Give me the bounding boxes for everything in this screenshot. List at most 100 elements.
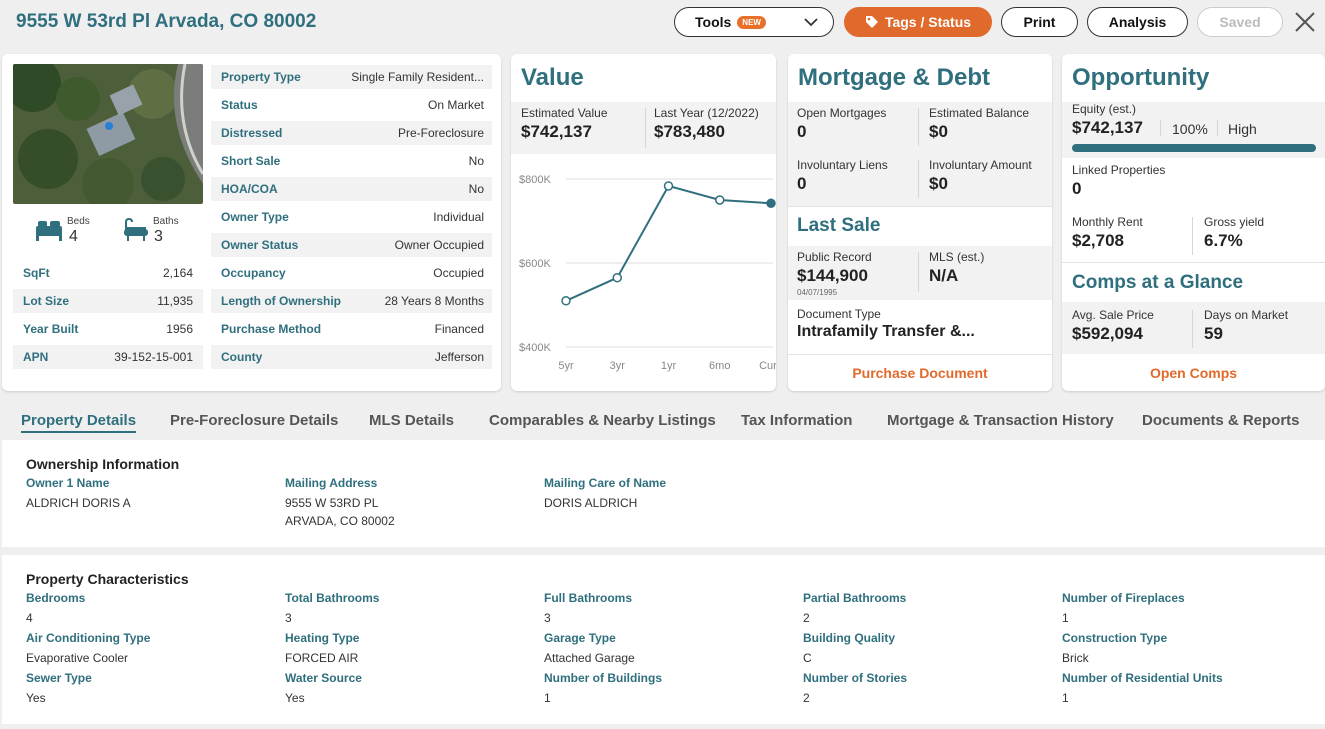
prop-county: County Jefferson xyxy=(211,345,492,369)
document-type-value: Intrafamily Transfer &... xyxy=(797,323,975,340)
linked-properties-value: 0 xyxy=(1072,179,1082,198)
char-number-of-buildings-label: Number of Buildings xyxy=(544,671,662,685)
value-series-line xyxy=(565,184,772,302)
tab-property-details[interactable]: Property Details xyxy=(21,412,137,433)
saved-button[interactable]: Saved xyxy=(1197,7,1283,37)
mailing-address-line2: ARVADA, CO 80002 xyxy=(285,514,395,528)
public-record-value: $144,900 xyxy=(797,266,868,285)
owner-name-value: ALDRICH DORIS A xyxy=(26,496,131,510)
tags-status-label: Tags / Status xyxy=(884,14,972,30)
mortgage-divider-1 xyxy=(918,108,919,146)
involuntary-liens-value: 0 xyxy=(797,174,807,193)
equity-label: Equity (est.) xyxy=(1072,102,1137,116)
monthly-rent-value: $2,708 xyxy=(1072,231,1124,250)
char-number-of-buildings-value: 1 xyxy=(544,691,551,705)
chart-xtick-label: 3yr xyxy=(610,360,626,372)
char-air-conditioning-type-value: Evaporative Cooler xyxy=(26,651,129,665)
opportunity-card: Opportunity Equity (est.) $742,137 100% … xyxy=(1062,54,1325,391)
characteristics-title: Property Characteristics xyxy=(26,571,189,587)
chart-ytick-label: $400K xyxy=(519,342,551,354)
equity-progress-bar xyxy=(1072,144,1316,152)
char-heating-type-label: Heating Type xyxy=(285,631,360,645)
mortgage-divider-2 xyxy=(918,160,919,198)
stat-year-built: Year Built 1956 xyxy=(23,322,193,336)
mortgage-hdivider-2 xyxy=(788,354,1052,355)
bed-icon xyxy=(36,221,62,241)
value-title: Value xyxy=(521,64,584,91)
baths-value: 3 xyxy=(154,228,163,245)
value-band xyxy=(511,102,776,154)
char-air-conditioning-type-label: Air Conditioning Type xyxy=(26,631,151,645)
estimated-balance-value: $0 xyxy=(929,122,948,141)
gross-yield-label: Gross yield xyxy=(1204,215,1265,229)
mortgage-band xyxy=(788,102,1052,206)
opportunity-hdivider xyxy=(1062,262,1325,263)
beds-label: Beds xyxy=(67,216,90,227)
last-year-value: $783,480 xyxy=(654,122,725,141)
comps-title: Comps at a Glance xyxy=(1072,272,1244,293)
char-number-of-stories-label: Number of Stories xyxy=(803,671,908,685)
chart-xtick-label: 6mo xyxy=(709,360,730,372)
bed-bath-summary: Beds 4 Baths 3 xyxy=(13,212,203,312)
document-type-label: Document Type xyxy=(797,307,881,321)
char-partial-bathrooms-label: Partial Bathrooms xyxy=(803,591,907,605)
chart-point[interactable] xyxy=(715,195,725,205)
mortgage-divider-3 xyxy=(918,252,919,292)
comps-band xyxy=(1062,302,1325,354)
header-bar: 9555 W 53rd Pl Arvada, CO 80002 Tools NE… xyxy=(0,0,1325,46)
char-bedrooms-value: 4 xyxy=(26,611,33,625)
chart-point[interactable] xyxy=(663,181,674,191)
stat-apn: APN 39-152-15-001 xyxy=(13,345,203,369)
chevron-down-icon xyxy=(804,18,818,27)
mortgage-title: Mortgage & Debt xyxy=(798,64,990,91)
rent-divider xyxy=(1192,217,1193,255)
tab-comparables[interactable]: Comparables & Nearby Listings xyxy=(489,412,716,429)
char-construction-type-label: Construction Type xyxy=(1062,631,1168,645)
prop-owner-status: Owner Status Owner Occupied xyxy=(211,233,492,257)
prop-occupancy: Occupancy Occupied xyxy=(221,266,484,280)
involuntary-amount-label: Involuntary Amount xyxy=(929,158,1032,172)
characteristics-section: Property Characteristics Bedrooms 4 Total … xyxy=(2,555,1325,724)
prop-short-sale: Short Sale No xyxy=(221,154,484,168)
tags-status-button[interactable]: Tags / Status xyxy=(844,7,992,37)
print-button[interactable]: Print xyxy=(1001,7,1078,37)
tab-mortgage-history[interactable]: Mortgage & Transaction History xyxy=(887,412,1114,429)
last-sale-band xyxy=(788,246,1052,300)
public-record-date: 04/07/1995 xyxy=(797,288,838,297)
gross-yield-value: 6.7% xyxy=(1204,231,1243,250)
chart-point[interactable] xyxy=(612,272,622,283)
aerial-photo[interactable] xyxy=(13,64,203,204)
prop-hoa-coa: HOA/COA No xyxy=(211,177,492,201)
char-water-source-label: Water Source xyxy=(285,671,362,685)
char-bedrooms-label: Bedrooms xyxy=(26,591,86,605)
estimated-value: $742,137 xyxy=(521,122,592,141)
char-building-quality-label: Building Quality xyxy=(803,631,895,645)
last-year-label: Last Year (12/2022) xyxy=(654,106,759,120)
purchase-document-link[interactable]: Purchase Document xyxy=(852,365,988,381)
char-garage-type-value: Attached Garage xyxy=(544,651,635,665)
mls-est-label: MLS (est.) xyxy=(929,250,985,264)
tab-pre-foreclosure-details[interactable]: Pre-Foreclosure Details xyxy=(170,412,339,429)
tab-documents-reports[interactable]: Documents & Reports xyxy=(1142,412,1300,429)
open-comps-link[interactable]: Open Comps xyxy=(1149,365,1238,381)
tab-mls-details[interactable]: MLS Details xyxy=(369,412,455,429)
chart-xtick-label: Curr. xyxy=(759,360,776,372)
char-total-bathrooms-value: 3 xyxy=(285,611,292,625)
last-sale-title: Last Sale xyxy=(797,215,881,236)
chart-point[interactable] xyxy=(561,296,571,306)
mailing-care-label: Mailing Care of Name xyxy=(544,476,667,490)
value-chart[interactable]: $400K $600K $800K 5yr 3yr 1yr 6mo Curr. xyxy=(511,164,776,389)
close-icon[interactable] xyxy=(1294,11,1316,33)
equity-value: $742,137 xyxy=(1072,118,1143,137)
analysis-button[interactable]: Analysis xyxy=(1087,7,1188,37)
prop-owner-type: Owner Type Individual xyxy=(221,210,484,224)
baths-label: Baths xyxy=(153,216,179,227)
char-total-bathrooms-label: Total Bathrooms xyxy=(285,591,380,605)
mortgage-hdivider xyxy=(788,206,1052,207)
chart-point[interactable] xyxy=(766,198,776,209)
tools-dropdown[interactable]: Tools NEW xyxy=(674,7,834,37)
mailing-care-value: DORIS ALDRICH xyxy=(544,496,638,510)
tab-tax-information[interactable]: Tax Information xyxy=(741,412,853,429)
ownership-section: Ownership Information Owner 1 Name ALDRI… xyxy=(2,440,1325,547)
char-number-of-fireplaces-value: 1 xyxy=(1062,611,1069,625)
